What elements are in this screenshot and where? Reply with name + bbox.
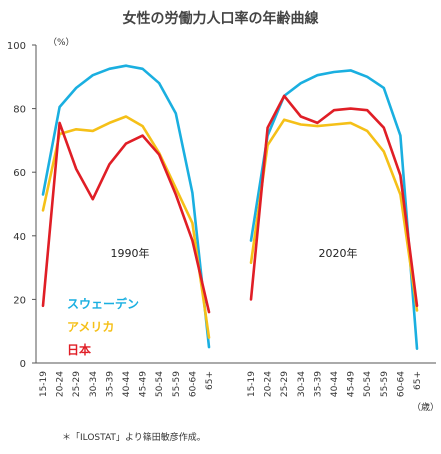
- series-line-1-日本: [249, 94, 419, 308]
- y-tick-label: 80: [13, 105, 26, 116]
- x-tick-label: 15-19: [247, 371, 257, 397]
- legend-entry: 日本: [67, 342, 91, 357]
- x-tick-label: 65+: [205, 371, 215, 390]
- panel-label: 1990年: [111, 246, 150, 260]
- x-tick-label: 20-24: [264, 371, 274, 397]
- x-tick-label: 50-54: [155, 371, 165, 397]
- y-tick-label: 20: [13, 295, 26, 306]
- series-line-0-スウェーデン: [41, 64, 211, 349]
- series-line-0-日本: [41, 121, 211, 314]
- y-tick-label: 60: [13, 168, 26, 179]
- legend-entry: スウェーデン: [67, 296, 139, 311]
- x-tick-label: 60-64: [188, 371, 198, 397]
- y-axis-unit: （%）: [48, 37, 75, 48]
- series-line-1-アメリカ: [249, 118, 419, 312]
- series-line-0-アメリカ: [41, 115, 211, 339]
- panel-label: 2020年: [319, 246, 358, 260]
- x-tick-label: 60-64: [396, 371, 406, 397]
- x-tick-label: 25-29: [280, 371, 290, 397]
- x-tick-label: 35-39: [313, 371, 323, 397]
- x-tick-label: 45-49: [347, 371, 357, 397]
- x-tick-label: 50-54: [363, 371, 373, 397]
- footnote: ＊「ILOSTAT」より篠田敏彦作成。: [62, 433, 206, 443]
- y-tick-label: 40: [13, 232, 26, 243]
- x-tick-label: 40-44: [330, 371, 340, 397]
- y-tick-label: 0: [20, 359, 26, 370]
- x-tick-label: 15-19: [39, 371, 49, 397]
- x-tick-label: 65+: [413, 371, 423, 390]
- x-axis-unit: （歳）: [412, 401, 439, 413]
- chart-title: 女性の労働力人口率の年齢曲線: [122, 11, 319, 27]
- x-tick-label: 55-59: [380, 371, 390, 397]
- x-tick-label: 55-59: [172, 371, 182, 397]
- legend-entry: アメリカ: [67, 320, 114, 334]
- x-tick-label: 25-29: [72, 371, 82, 397]
- x-tick-label: 45-49: [139, 371, 149, 397]
- x-tick-label: 30-34: [297, 371, 307, 397]
- x-tick-label: 40-44: [122, 371, 132, 397]
- y-tick-label: 100: [7, 41, 26, 52]
- x-tick-label: 35-39: [105, 371, 115, 397]
- x-tick-label: 20-24: [56, 371, 66, 397]
- x-tick-label: 30-34: [89, 371, 99, 397]
